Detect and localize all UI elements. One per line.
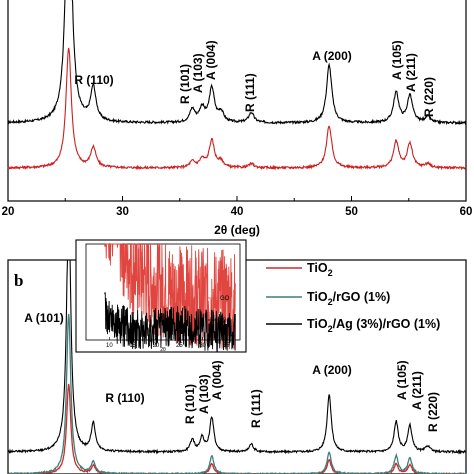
panel-b-peak-annotation: A (004) (210, 360, 224, 400)
panel-a-x-axis-label: 2θ (deg) (214, 223, 260, 237)
inset-x-tick-label: 30 (199, 343, 206, 349)
panel-a-frame (7, 0, 467, 202)
inset-x-axis-label: 2θ (160, 347, 166, 353)
panel-a-peak-annotation: R (111) (243, 73, 257, 112)
panel-a-peak-annotation: R (101) (178, 64, 192, 104)
panel-a-peak-annotation: A (105) (390, 40, 404, 80)
panel-b-peak-annotation: A (200) (312, 363, 352, 377)
inset-x-tick-label: 35 (223, 343, 230, 349)
panel-b-peak-annotation: A (105) (395, 360, 409, 400)
panel-a-x-tick-label: 30 (116, 206, 129, 218)
inset-x-tick-label: 25 (176, 343, 183, 349)
panel-b-peak-annotation: R (101) (183, 384, 197, 424)
legend-entry-1: TiO2 (307, 261, 333, 278)
panel-b-peak-annotation: R (220) (426, 392, 440, 432)
panel-b-peak-annotation: A (103) (197, 374, 211, 414)
panel-a-peak-annotation: A (004) (204, 40, 218, 80)
inset-plot-area (85, 243, 241, 341)
panel-b-peak-annotation: A (211) (410, 371, 424, 410)
inset-legend-entry-2: rGO (220, 318, 232, 324)
inset-legend-entry-1: GO (220, 296, 230, 302)
inset-chart: GO rGO 10 15 20 25 30 35 2θ (75, 239, 247, 353)
panel-a-x-tick-label: 50 (345, 206, 358, 218)
inset-x-tick-label: 10 (106, 343, 113, 349)
inset-x-tick-label: 20 (153, 343, 160, 349)
panel-b-peak-annotation: R (110) (105, 391, 144, 405)
panel-a-peak-annotation: R (110) (74, 73, 113, 87)
panel-a-series-line-2 (7, 47, 467, 171)
legend-entry-2: TiO2/rGO (1%) (307, 290, 390, 307)
panel-a-series-line-1 (7, 0, 467, 126)
panel-b-xrd-chart: b A (101) R (110) R (101) A (103) A (004) R (1… (7, 239, 467, 474)
inset-series-line-2 (104, 292, 236, 353)
panel-a-x-tick-label: 60 (460, 206, 473, 218)
legend-entry-3: TiO2/Ag (3%)/rGO (1%) (307, 317, 440, 334)
panel-a-peak-annotation: A (103) (191, 53, 205, 93)
panel-a-x-tick-label: 20 (2, 206, 15, 218)
inset-series-line-1 (104, 243, 236, 350)
inset-x-tick-label: 15 (129, 343, 136, 349)
panel-a-peak-annotation: R (220) (422, 77, 436, 117)
panel-a-peak-annotation: A (211) (404, 53, 418, 92)
panel-a-peak-annotation: A (200) (312, 49, 352, 63)
panel-b-series-line-3 (7, 259, 467, 455)
panel-a-x-tick-label: 40 (231, 206, 244, 218)
panel-b-peak-annotation: A (101) (24, 311, 64, 325)
panel-b-peak-annotation: R (111) (249, 389, 263, 428)
panel-b-letter: b (14, 271, 23, 290)
